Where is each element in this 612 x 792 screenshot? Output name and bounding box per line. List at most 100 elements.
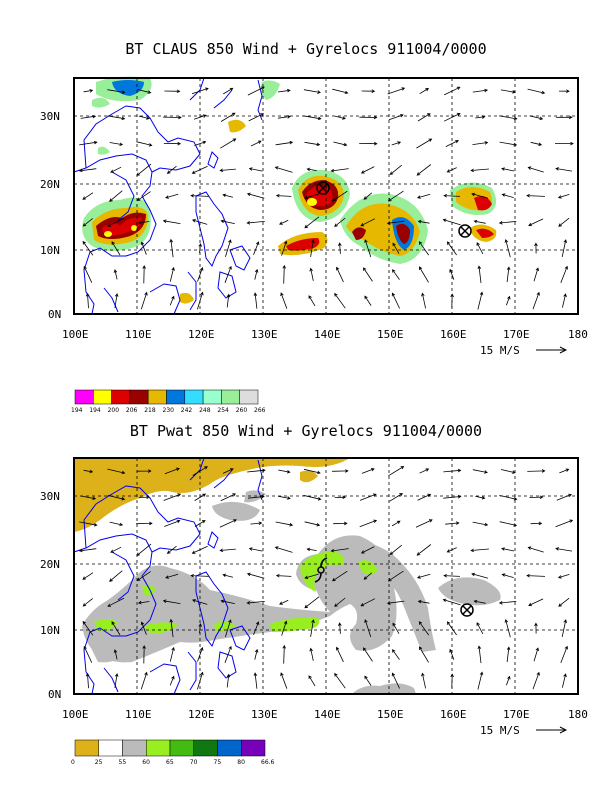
wind-arrow: [226, 673, 231, 688]
wind-arrow: [162, 219, 181, 224]
wind-arrow: [443, 573, 460, 578]
wind-arrow: [80, 495, 97, 500]
wind-arrow: [332, 469, 349, 473]
lon-label: 140E: [314, 708, 341, 721]
lat-label-10n: 10N: [40, 244, 60, 257]
wind-arrow: [359, 115, 378, 120]
wind-arrow: [501, 573, 514, 578]
wind-arrow: [140, 241, 147, 255]
wind-arrow: [248, 113, 265, 122]
wind-arrow: [136, 521, 153, 526]
wind-arrow: [197, 267, 204, 282]
wind-arrow: [282, 264, 286, 284]
colorbar-label: 60: [142, 759, 150, 766]
lat-label-30n: 30N: [40, 490, 60, 503]
wind-arrow: [220, 493, 237, 502]
wind-arrow: [220, 138, 237, 149]
wind-arrow: [501, 193, 514, 198]
wind-arrow: [472, 88, 489, 93]
wind-arrow: [477, 265, 482, 284]
colorbar-swatch: [193, 739, 218, 757]
wind-arrow: [111, 621, 121, 636]
colorbar-swatch: [202, 389, 222, 405]
colorbar-label: 218: [144, 407, 156, 414]
wind-arrow: [163, 493, 182, 501]
wind-arrow: [191, 165, 208, 174]
lon-label: 170E: [503, 708, 530, 721]
wind-arrow: [280, 672, 288, 689]
wind-arrow: [477, 291, 484, 310]
wind-arrow: [558, 89, 570, 93]
wind-arrow: [193, 114, 207, 120]
wind-arrow: [392, 242, 400, 254]
wind-arrow: [417, 599, 430, 604]
colorbar-swatch: [74, 389, 94, 405]
wind-arrow: [336, 646, 344, 663]
wind-arrow: [281, 620, 288, 636]
wind-arrow: [500, 469, 516, 474]
wind-arrow: [556, 493, 572, 501]
wind-arrow: [470, 548, 489, 553]
wind-arrow: [107, 468, 126, 475]
wind-arrow: [532, 671, 540, 690]
wind-arrow: [197, 647, 204, 662]
wind-arrow: [445, 140, 459, 147]
wind-arrow: [449, 648, 455, 660]
wind-arrow: [107, 597, 125, 607]
colorbar-swatch: [241, 739, 266, 757]
colorbar-label: 55: [119, 759, 127, 766]
wind-arrow: [387, 190, 404, 202]
wind-arrow: [392, 622, 400, 634]
wind-arrow: [82, 620, 94, 636]
wind-arrow: [169, 646, 175, 662]
map-frame: [73, 77, 579, 315]
wind-arrow: [278, 469, 291, 474]
colorbar-swatch: [93, 389, 112, 405]
wind-arrow: [501, 547, 515, 552]
wind-arrow: [162, 115, 182, 120]
wind-arrow: [225, 239, 232, 258]
wind-arrow: [470, 168, 489, 173]
wind-arrow: [192, 599, 208, 605]
panel-2-map: 30N 20N 10N 0N 100E 110E 120E 130E 140E …: [40, 457, 588, 766]
wind-arrow: [450, 673, 454, 688]
wind-arrow: [558, 597, 570, 607]
wind-arrow: [194, 140, 207, 146]
colorbar-label: 65: [166, 759, 174, 766]
wind-arrow: [136, 571, 151, 581]
colorbar-label: 266: [254, 407, 266, 414]
wind-arrow: [169, 266, 175, 282]
colorbar-label: 242: [181, 407, 193, 414]
wind-arrow: [417, 113, 431, 122]
wind-arrow: [226, 293, 231, 308]
wind-arrow: [387, 87, 406, 95]
wind-arrow: [303, 468, 321, 475]
wind-arrow: [562, 673, 567, 688]
wind-arrow: [303, 89, 321, 94]
wind-arrow: [554, 141, 574, 146]
wind-arrow: [418, 241, 430, 256]
gyre-location-1: [316, 181, 330, 195]
wind-arrow: [472, 141, 489, 145]
lon-label: 180: [568, 328, 588, 341]
wind-arrow: [136, 543, 152, 556]
map-frame: [73, 457, 579, 695]
wind-arrow: [79, 521, 98, 527]
wind-arrow: [534, 622, 538, 634]
wind-arrow: [197, 291, 204, 310]
wind-arrow: [247, 468, 266, 473]
wind-arrow: [138, 115, 150, 120]
wind-arrow: [392, 649, 400, 660]
wind-arrow: [310, 619, 315, 637]
wind-arrow: [386, 600, 405, 605]
wind-arrow: [281, 240, 288, 256]
wind-arrow: [85, 292, 90, 309]
wind-arrow: [136, 141, 153, 147]
wind-arrow: [416, 573, 431, 579]
wind-arrow: [530, 521, 543, 526]
wind-arrow: [254, 268, 259, 280]
wind-arrow: [443, 193, 460, 198]
wind-arrow: [191, 545, 208, 554]
wind-arrow: [304, 141, 321, 147]
wind-arrow: [560, 645, 568, 664]
